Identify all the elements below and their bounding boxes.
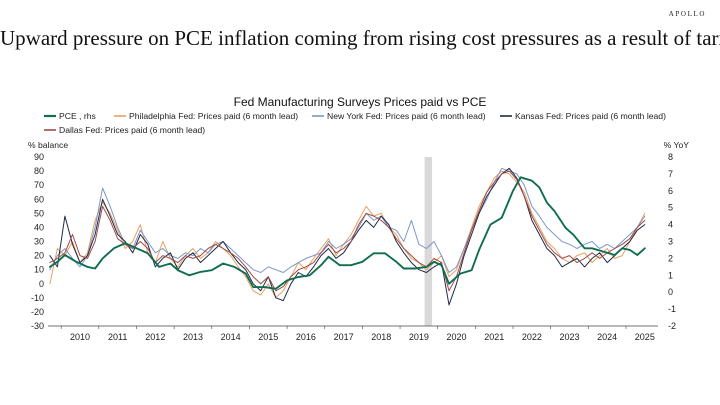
x-tick-label: 2023 [559, 332, 579, 342]
y-left-tick-label: 80 [34, 166, 44, 176]
x-tick-label: 2025 [635, 332, 655, 342]
series-line-1 [49, 170, 646, 299]
series-line-3 [49, 167, 646, 306]
axes-layer: 9080706050403020100-10-20-30876543210-1-… [31, 152, 676, 342]
series-line-0 [48, 176, 646, 290]
y-right-tick-label: 7 [668, 169, 673, 179]
y-right-unit-label: % YoY [664, 140, 690, 150]
x-tick-label: 2022 [522, 332, 542, 342]
y-right-tick-label: 1 [668, 270, 673, 280]
x-tick-label: 2011 [108, 332, 127, 342]
brand-logo: APOLLO [668, 10, 706, 18]
y-left-tick-label: 50 [34, 208, 44, 218]
x-tick-label: 2018 [371, 332, 391, 342]
recession-band-layer [424, 157, 433, 326]
chart-legend: PCE , rhs Philadelphia Fed: Prices paid (… [44, 111, 666, 135]
x-tick-label: 2016 [296, 332, 316, 342]
y-right-tick-label: -1 [668, 304, 676, 314]
recession-band [424, 157, 433, 326]
y-left-tick-label: 0 [39, 279, 44, 289]
y-left-tick-label: 20 [34, 251, 44, 261]
x-tick-label: 2019 [409, 332, 429, 342]
series-layer [48, 167, 646, 306]
x-tick-label: 2013 [183, 332, 203, 342]
y-right-tick-label: 0 [668, 287, 673, 297]
y-left-unit-label: % balance [28, 140, 68, 150]
y-right-tick-label: 6 [668, 186, 673, 196]
y-left-tick-label: 10 [34, 265, 44, 275]
y-left-tick-label: 90 [34, 152, 44, 162]
x-tick-label: 2010 [70, 332, 90, 342]
y-right-tick-label: 8 [668, 152, 673, 162]
y-left-tick-label: 40 [34, 222, 44, 232]
y-right-tick-label: 4 [668, 220, 673, 230]
y-left-tick-label: 30 [34, 237, 44, 247]
legend-label-0: PCE , rhs [59, 111, 96, 121]
x-tick-label: 2020 [447, 332, 467, 342]
x-tick-label: 2021 [484, 332, 504, 342]
y-left-tick-label: 70 [34, 180, 44, 190]
y-left-tick-label: -30 [31, 321, 44, 331]
y-left-tick-label: 60 [34, 194, 44, 204]
series-line-4 [49, 170, 646, 292]
series-line-2 [49, 167, 646, 273]
x-tick-label: 2014 [221, 332, 241, 342]
x-tick-label: 2012 [145, 332, 165, 342]
x-tick-label: 2015 [258, 332, 278, 342]
y-right-tick-label: 3 [668, 237, 673, 247]
y-right-tick-label: -2 [668, 321, 676, 331]
legend-label-3: Kansas Fed: Prices paid (6 month lead) [515, 111, 666, 121]
legend-label-2: New York Fed: Prices paid (6 month lead) [327, 111, 486, 121]
chart-title: Fed Manufacturing Surveys Prices paid vs… [234, 95, 487, 109]
y-left-tick-label: -20 [31, 307, 44, 317]
y-right-tick-label: 2 [668, 253, 673, 263]
y-right-tick-label: 5 [668, 203, 673, 213]
legend-label-4: Dallas Fed: Prices paid (6 month lead) [59, 125, 205, 135]
y-left-tick-label: -10 [31, 293, 44, 303]
x-tick-label: 2024 [597, 332, 617, 342]
x-tick-label: 2017 [334, 332, 354, 342]
page-headline: Upward pressure on PCE inflation coming … [0, 26, 720, 50]
legend-label-1: Philadelphia Fed: Prices paid (6 month l… [129, 111, 298, 121]
